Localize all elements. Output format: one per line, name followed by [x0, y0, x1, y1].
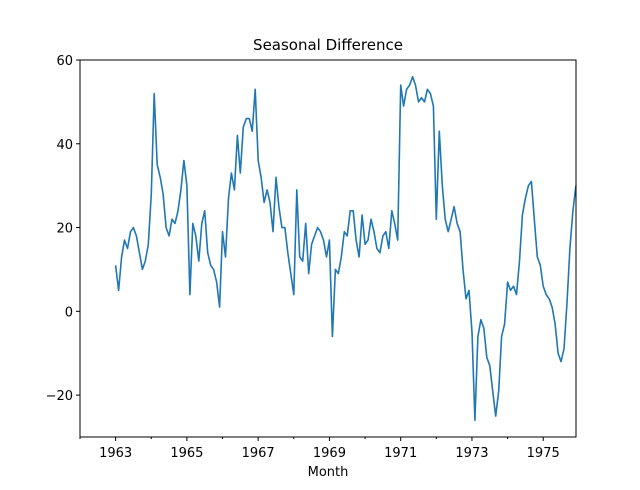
- x-axis: 1963 1965 1967 1969 1971 1973 1975: [79, 437, 560, 461]
- x-tick-label: 1967: [242, 446, 275, 461]
- plot-area: [114, 76, 577, 422]
- y-tick-label: 60: [56, 54, 73, 69]
- x-tick-label: 1973: [455, 446, 488, 461]
- chart-title: Seasonal Difference: [253, 36, 403, 54]
- y-tick-label: 20: [56, 222, 73, 237]
- x-tick-label: 1975: [527, 446, 560, 461]
- y-tick-label: 0: [65, 305, 73, 320]
- y-tick-label: −20: [46, 389, 73, 404]
- axes-frame: [79, 59, 577, 438]
- x-tick-label: 1965: [170, 446, 203, 461]
- x-tick-label: 1969: [313, 446, 346, 461]
- series-line: [114, 76, 577, 422]
- y-tick-label: 40: [56, 138, 73, 153]
- y-axis: −20 0 20 40 60: [46, 54, 80, 404]
- x-tick-label: 1971: [384, 446, 417, 461]
- x-axis-label: Month: [308, 465, 349, 480]
- x-tick-label: 1963: [99, 446, 132, 461]
